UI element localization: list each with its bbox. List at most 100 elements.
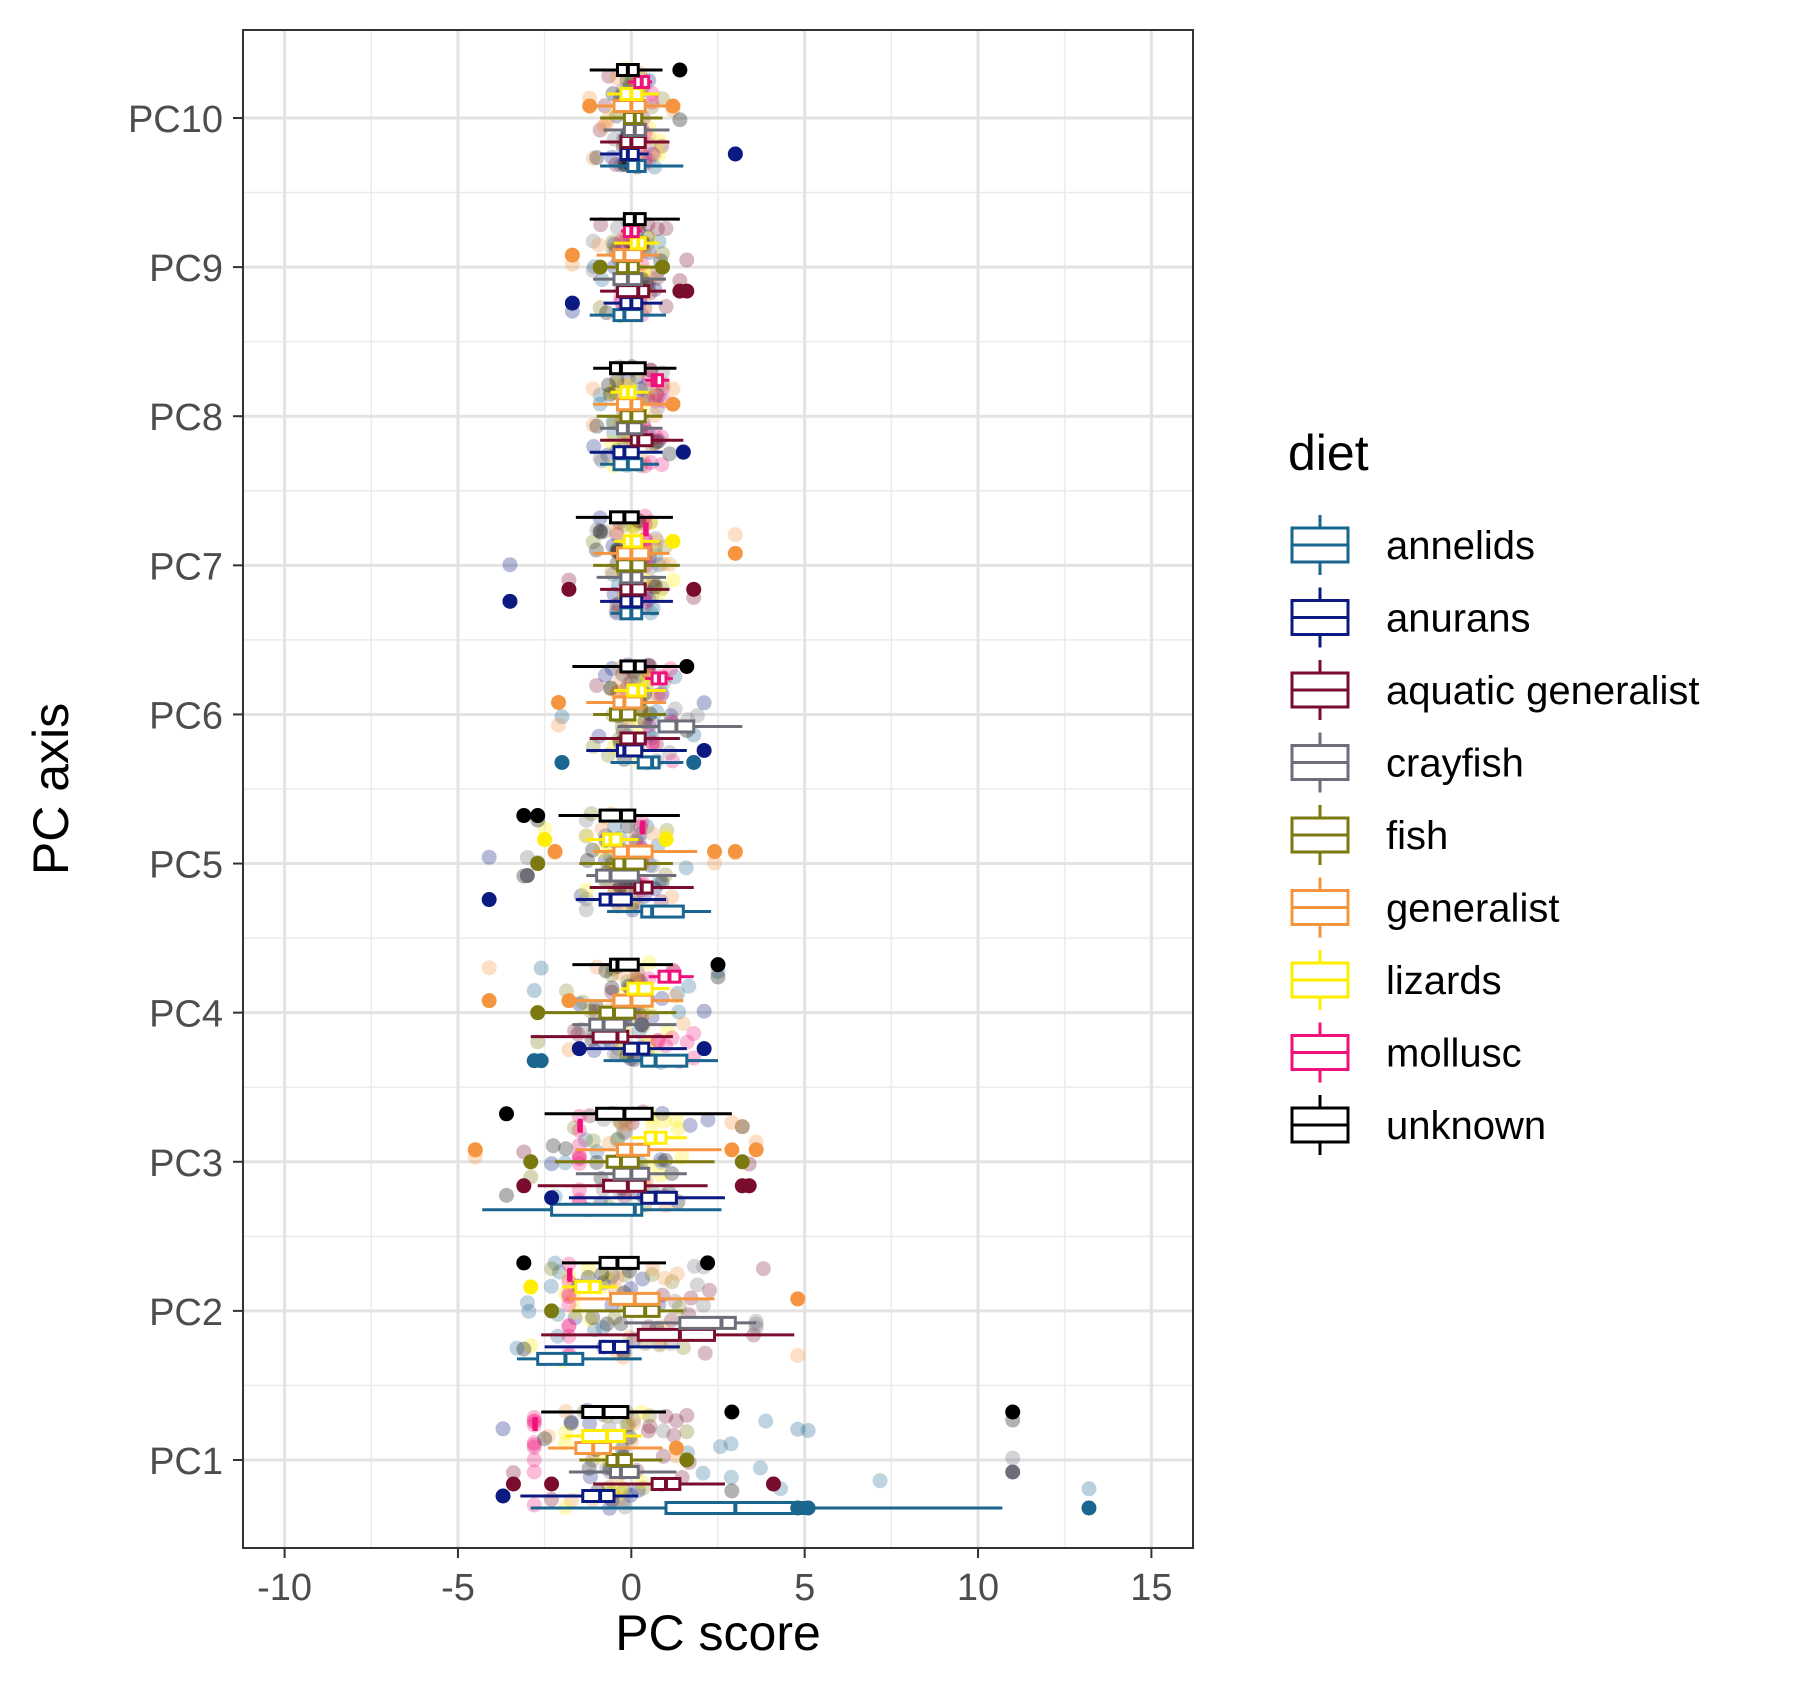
x-tick-label: -10: [257, 1567, 312, 1609]
jitter-point-aquatic-generalist: [668, 1413, 684, 1429]
jitter-point-aquatic-generalist: [648, 736, 664, 752]
jitter-point-annelids: [651, 234, 667, 250]
box-mollusc-pc2: [566, 1267, 573, 1282]
jitter-point-anurans: [544, 1156, 560, 1172]
jitter-point-annelids: [607, 819, 623, 835]
jitter-point-anurans: [616, 1481, 632, 1497]
outlier-generalist: [665, 396, 681, 412]
jitter-point-fish: [601, 1272, 617, 1288]
box-iqr: [615, 743, 644, 758]
jitter-point-fish: [603, 681, 619, 697]
jitter-point-aquatic-generalist: [755, 1261, 771, 1277]
y-tick-label: PC8: [149, 397, 223, 439]
outlier-generalist: [707, 844, 723, 860]
outlier-generalist: [582, 98, 598, 114]
jitter-point-lizards: [578, 882, 594, 898]
jitter-point-annelids: [509, 1340, 525, 1356]
jitter-point-aquatic-generalist: [593, 217, 609, 233]
jitter-point-mollusc: [571, 1156, 587, 1172]
jitter-point-generalist: [647, 388, 663, 404]
jitter-point-annelids: [800, 1423, 816, 1439]
box-annelids-pc5: [607, 904, 712, 919]
jitter-point-annelids: [638, 378, 654, 394]
jitter-point-mollusc: [561, 1318, 577, 1334]
outlier-anurans: [495, 1488, 511, 1504]
jitter-point-aquatic-generalist: [567, 1023, 583, 1039]
jitter-point-fish: [621, 1417, 637, 1433]
jitter-point-crayfish: [585, 233, 601, 249]
jitter-point-annelids: [723, 1436, 739, 1452]
outlier-unknown: [1005, 1404, 1021, 1420]
box-annelids-pc1: [530, 1501, 1003, 1515]
legend-item-crayfish: crayfish: [1290, 732, 1524, 793]
jitter-point-fish: [647, 576, 663, 592]
jitter-point-lizards: [581, 1261, 597, 1277]
jitter-point-unknown: [545, 1138, 561, 1154]
box-fish-pc7: [593, 558, 680, 573]
box-lizards-pc3: [631, 1130, 687, 1145]
jitter-point-aquatic-generalist: [609, 527, 625, 543]
jitter-point-unknown: [499, 1187, 515, 1203]
box-lizards-pc2: [561, 1279, 618, 1294]
jitter-point-crayfish: [646, 147, 662, 163]
jitter-point-generalist: [623, 1433, 639, 1449]
box-iqr: [609, 361, 647, 376]
outlier-lizards: [658, 832, 674, 848]
outlier-lizards: [665, 533, 681, 549]
box-generalist-pc8: [593, 397, 670, 412]
box-fish-pc6: [593, 707, 666, 722]
box-iqr: [598, 1005, 637, 1020]
x-tick-label: 10: [957, 1567, 999, 1609]
box-anurans-pc7: [600, 594, 673, 609]
jitter-point-anurans: [582, 1415, 598, 1431]
outlier-unknown: [679, 658, 695, 674]
jitter-point-anurans: [654, 991, 670, 1007]
jitter-point-aquatic-generalist: [505, 1465, 521, 1481]
jitter-point-aquatic-generalist: [640, 1423, 656, 1439]
jitter-point-aquatic-generalist: [649, 387, 665, 403]
box-unknown-pc6: [572, 659, 684, 674]
jitter-point-lizards: [660, 1022, 676, 1038]
box-unknown-pc4: [572, 957, 673, 972]
box-aquatic-generalist-pc6: [589, 731, 680, 746]
jitter-point-fish: [607, 1310, 623, 1326]
legend-label: unknown: [1386, 1104, 1546, 1148]
outlier-aquatic-generalist: [686, 581, 702, 597]
jitter-point-unknown: [710, 969, 726, 985]
outlier-generalist: [561, 993, 577, 1009]
jitter-point-anurans: [647, 281, 663, 297]
outlier-fish: [734, 1154, 750, 1170]
outlier-annelids: [1081, 1500, 1097, 1516]
jitter-point-crayfish: [609, 1047, 625, 1063]
jitter-point-annelids: [790, 1421, 806, 1437]
box-unknown-pc10: [589, 63, 663, 77]
outlier-fish: [530, 1005, 546, 1021]
jitter-point-unknown: [724, 1483, 740, 1499]
jitter-point-generalist: [591, 237, 607, 253]
box-iqr: [640, 1190, 678, 1205]
box-annelids-pc3: [482, 1202, 722, 1217]
jitter-point-unknown: [537, 1431, 553, 1447]
x-tick-label: 15: [1130, 1567, 1172, 1609]
jitter-point-annelids: [589, 1144, 605, 1160]
jitter-point-lizards: [668, 1112, 684, 1128]
jitter-point-aquatic-generalist: [658, 221, 674, 237]
jitter-point-fish: [610, 1131, 626, 1147]
box-crayfish-pc2: [624, 1315, 757, 1330]
jitter-point-crayfish: [625, 1412, 641, 1428]
jitter-point-mollusc: [526, 1497, 542, 1513]
box-anurans-pc8: [589, 445, 663, 460]
box-crayfish-pc7: [596, 570, 666, 585]
jitter-point-annelids: [670, 985, 686, 1001]
jitter-point-anurans: [696, 695, 712, 711]
legend-label: anurans: [1386, 597, 1531, 641]
jitter-point-aquatic-generalist: [642, 1418, 658, 1434]
jitter-point-generalist: [601, 1135, 617, 1151]
jitter-point-annelids: [592, 387, 608, 403]
jitter-point-unknown: [600, 377, 616, 393]
jitter-point-fish: [604, 234, 620, 250]
box-iqr: [612, 308, 644, 323]
jitter-point-crayfish: [592, 450, 608, 466]
jitter-point-fish: [679, 1424, 695, 1440]
jitter-point-unknown: [609, 372, 625, 388]
